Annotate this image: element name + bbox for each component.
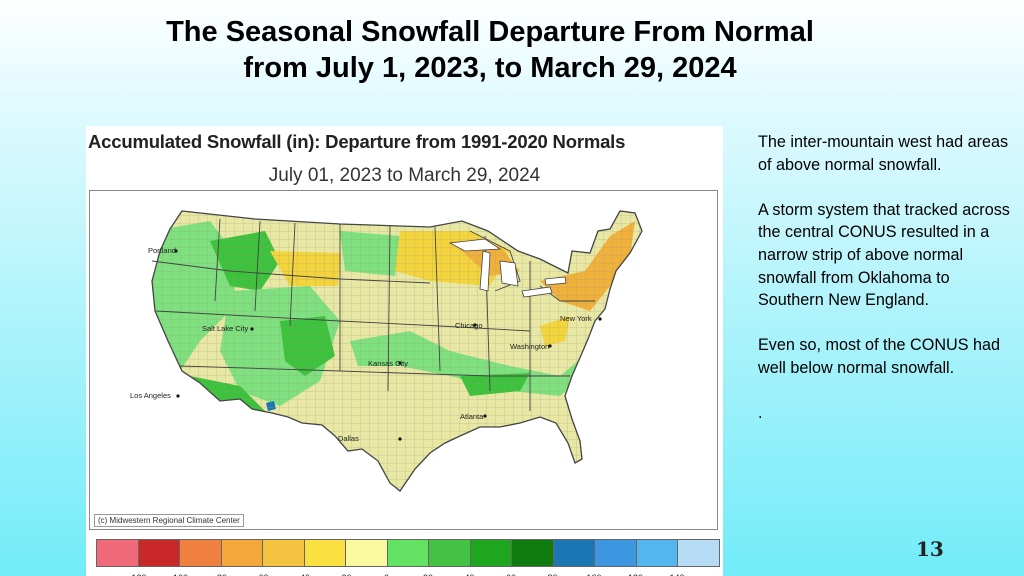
- city-markers: [174, 249, 602, 441]
- legend-tick-label: 20: [423, 573, 433, 576]
- legend-swatch: [346, 540, 388, 566]
- legend-tick-label: 60: [506, 573, 516, 576]
- legend-tick-label: -20: [338, 573, 351, 576]
- city-label-chicago: Chicago: [455, 321, 483, 330]
- snowfall-map-figure: Accumulated Snowfall (in): Departure fro…: [86, 126, 723, 576]
- legend-swatch: [180, 540, 222, 566]
- city-label-new-york: New York: [560, 314, 592, 323]
- slide-title-line-1: The Seasonal Snowfall Departure From Nor…: [166, 16, 814, 48]
- notes-text: The inter-mountain west had areas of abo…: [758, 131, 1010, 447]
- legend-tick-label: 120: [628, 573, 643, 576]
- legend-swatch: [304, 540, 346, 566]
- legend-tick-label: -80: [214, 573, 227, 576]
- city-labels: Portland Salt Lake City Los Angeles Kans…: [130, 246, 592, 443]
- legend-tick-label: -120: [128, 573, 146, 576]
- map-subtitle: July 01, 2023 to March 29, 2024: [268, 165, 541, 186]
- legend-swatch: [636, 540, 678, 566]
- legend-tick-labels: -120 -100 -80 -60 -40 -20 0 20 40 60 80 100 120 140: [96, 573, 712, 576]
- legend-tick-label: -100: [170, 573, 188, 576]
- city-label-washington: Washington: [510, 342, 549, 351]
- color-legend: [96, 539, 720, 567]
- legend-tick-label: -40: [297, 573, 310, 576]
- city-label-salt-lake-city: Salt Lake City: [202, 324, 249, 333]
- legend-tick-label: 40: [464, 573, 474, 576]
- city-label-dallas: Dallas: [338, 434, 359, 443]
- legend-swatch: [470, 540, 512, 566]
- legend-tick-label: 100: [586, 573, 601, 576]
- legend-tick-label: 80: [547, 573, 557, 576]
- map-title: Accumulated Snowfall (in): Departure fro…: [88, 131, 626, 152]
- note-paragraph-4: .: [758, 404, 763, 423]
- legend-swatch: [263, 540, 305, 566]
- legend-swatch: [553, 540, 595, 566]
- legend-swatch: [97, 540, 139, 566]
- city-label-los-angeles: Los Angeles: [130, 391, 171, 400]
- legend-swatch: [678, 540, 719, 566]
- note-paragraph-1: The inter-mountain west had areas of abo…: [758, 133, 1009, 174]
- great-lakes: [448, 238, 567, 298]
- note-paragraph-2: A storm system that tracked across the c…: [758, 200, 1010, 310]
- note-paragraph-3: Even so, most of the CONUS had well belo…: [758, 336, 1001, 377]
- city-label-portland: Portland: [148, 246, 176, 255]
- legend-swatch: [595, 540, 637, 566]
- slide-title-line-2: from July 1, 2023, to March 29, 2024: [243, 52, 737, 84]
- page-number: 13: [916, 537, 944, 561]
- legend-tick-label: 140: [669, 573, 684, 576]
- legend-swatch: [387, 540, 429, 566]
- legend-swatch: [138, 540, 180, 566]
- map-frame: Portland Salt Lake City Los Angeles Kans…: [89, 190, 718, 530]
- legend-swatch: [429, 540, 471, 566]
- map-credit: (c) Midwestern Regional Climate Center: [94, 514, 244, 527]
- city-label-atlanta: Atlanta: [460, 412, 484, 421]
- legend-swatch: [512, 540, 554, 566]
- slide-title: The Seasonal Snowfall Departure From Nor…: [60, 14, 920, 86]
- legend-tick-label: -60: [255, 573, 268, 576]
- legend-swatch: [221, 540, 263, 566]
- us-snowfall-departure-map: Portland Salt Lake City Los Angeles Kans…: [130, 210, 643, 492]
- city-label-kansas-city: Kansas City: [368, 359, 408, 368]
- legend-tick-label: 0: [384, 573, 389, 576]
- state-boundaries: [151, 210, 643, 492]
